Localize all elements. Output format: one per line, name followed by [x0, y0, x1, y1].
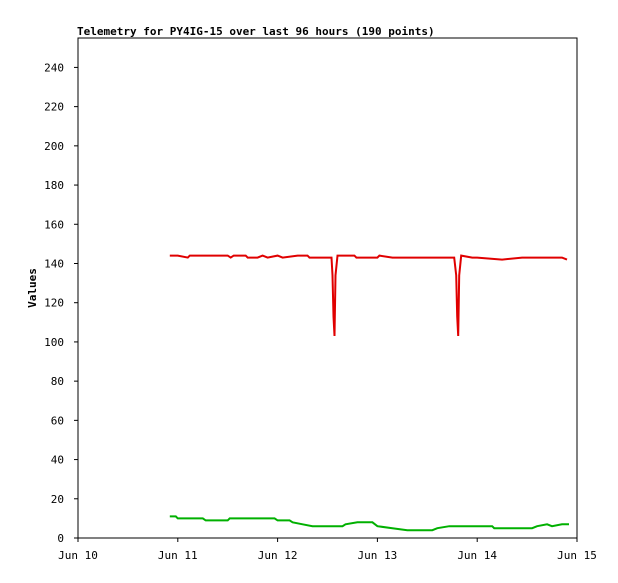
- chart-title: Telemetry for PY4IG-15 over last 96 hour…: [77, 25, 435, 38]
- plot-frame: [77, 37, 578, 539]
- y-tick-label: 120: [44, 297, 64, 310]
- x-tick-label: Jun 15: [557, 549, 597, 562]
- y-tick-label: 220: [44, 101, 64, 114]
- y-tick-label: 0: [57, 532, 64, 545]
- y-axis-label: Values: [26, 268, 39, 308]
- y-tick-label: 20: [51, 493, 64, 506]
- y-tick-label: 140: [44, 257, 64, 270]
- x-tick-label: Jun 12: [258, 549, 298, 562]
- data-line: [169, 254, 568, 337]
- y-tick-label: 60: [51, 414, 64, 427]
- y-tick-label: 100: [44, 336, 64, 349]
- x-tick-label: Jun 14: [457, 549, 497, 562]
- x-tick-label: Jun 10: [58, 549, 98, 562]
- y-tick-label: 160: [44, 218, 64, 231]
- y-tick-label: 40: [51, 454, 64, 467]
- data-line: [169, 515, 569, 532]
- y-tick-label: 200: [44, 140, 64, 153]
- y-tick-label: 180: [44, 179, 64, 192]
- x-tick-label: Jun 11: [158, 549, 198, 562]
- y-tick-label: 80: [51, 375, 64, 388]
- x-tick-label: Jun 13: [358, 549, 398, 562]
- y-tick-label: 240: [44, 61, 64, 74]
